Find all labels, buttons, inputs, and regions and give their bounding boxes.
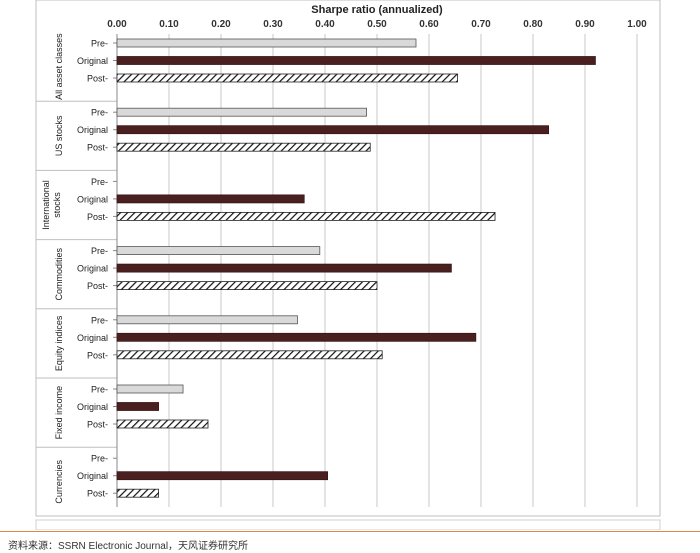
- bar: [116, 281, 378, 291]
- chart-frame: [35, 0, 661, 517]
- bar-label: Original: [77, 264, 108, 274]
- bar-label: Post-: [87, 489, 108, 499]
- bar-label: Original: [77, 194, 108, 204]
- group-label: Fixed income: [54, 386, 64, 440]
- chart-frame-lower: [35, 519, 661, 530]
- group-label: All asset classes: [54, 33, 64, 100]
- bar-label: Post-: [87, 74, 108, 84]
- group-label: stocks: [52, 192, 62, 218]
- bar: [116, 419, 209, 429]
- bar: [116, 246, 321, 256]
- x-tick-label: 0.90: [575, 19, 595, 30]
- group-label: Commodities: [54, 247, 64, 300]
- bar: [116, 56, 596, 65]
- bar-label: Post-: [87, 143, 108, 153]
- bar-label: Original: [77, 402, 108, 412]
- group-label: Currencies: [54, 460, 64, 504]
- chart-svg: 0.00 0.10 0.20 0.30 0.40 0.50 0.60 0.70 0.80 0.90…: [35, 0, 661, 530]
- bar-label: Original: [77, 125, 108, 135]
- bar: [116, 211, 496, 221]
- bar: [116, 194, 305, 204]
- bar: [116, 350, 383, 360]
- bar-label: Pre-: [91, 177, 108, 187]
- bar: [116, 73, 459, 83]
- x-tick-label: 0.00: [107, 19, 127, 30]
- bar: [116, 38, 417, 48]
- x-tick-label: 0.60: [419, 19, 439, 30]
- bar: [116, 315, 298, 325]
- bar-label: Original: [77, 471, 108, 481]
- bar: [116, 125, 550, 135]
- bar-label: Pre-: [91, 39, 108, 49]
- bar: [116, 332, 477, 342]
- x-tick-label: 1.00: [627, 19, 647, 30]
- bar-label: Pre-: [91, 385, 108, 395]
- x-tick-label: 0.50: [367, 19, 387, 30]
- bar-label: Pre-: [91, 246, 108, 256]
- x-tick-label: 0.80: [523, 19, 543, 30]
- bar-label: Original: [77, 56, 108, 66]
- group-label: US stocks: [54, 115, 64, 156]
- bar: [116, 488, 159, 498]
- x-tick-label: 0.20: [211, 19, 231, 30]
- x-tick-label: 0.10: [159, 19, 179, 30]
- bar-label: Post-: [87, 212, 108, 222]
- bar: [116, 142, 371, 152]
- bar-label: Original: [77, 333, 108, 343]
- bar-label: Pre-: [91, 315, 108, 325]
- bar-label: Post-: [87, 350, 108, 360]
- bar-label: Post-: [87, 420, 108, 430]
- bar-label: Pre-: [91, 454, 108, 464]
- bar: [116, 471, 329, 481]
- bar: [116, 263, 452, 273]
- x-tick-label: 0.70: [471, 19, 491, 30]
- x-tick-label: 0.30: [263, 19, 283, 30]
- chart-title: Sharpe ratio (annualized): [311, 4, 443, 16]
- bar-label: Pre-: [91, 108, 108, 118]
- bar-label: Post-: [87, 281, 108, 291]
- bottom-rule: [0, 531, 700, 532]
- bar: [116, 107, 368, 117]
- source-note: 资料来源：SSRN Electronic Journal，天风证券研究所: [8, 541, 249, 552]
- bar: [116, 384, 184, 394]
- group-label: International: [41, 180, 51, 230]
- bar: [116, 402, 159, 411]
- group-label: Equity indices: [54, 315, 64, 371]
- x-tick-label: 0.40: [315, 19, 335, 30]
